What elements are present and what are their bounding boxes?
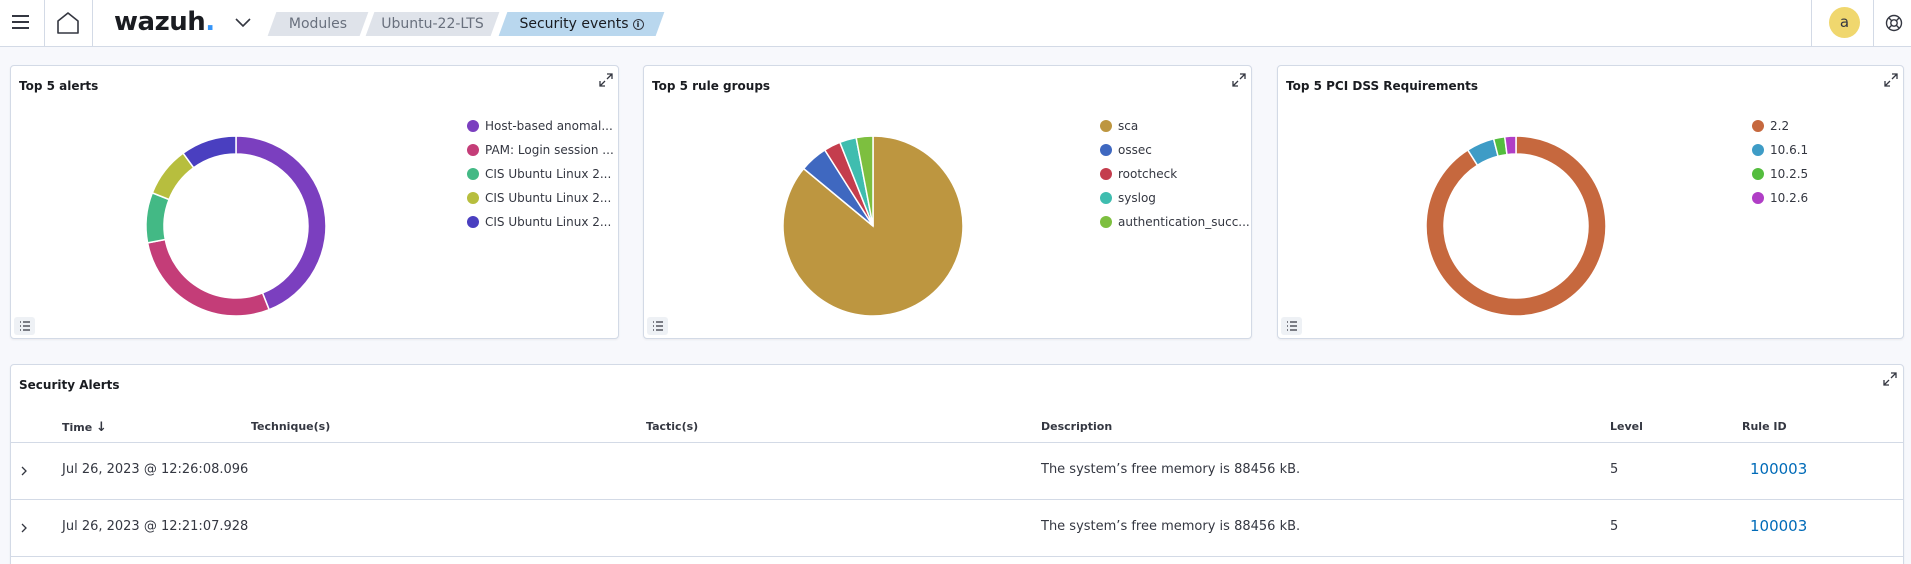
chart-slice[interactable]: [1503, 135, 1517, 156]
legend-item[interactable]: 10.6.1: [1752, 138, 1808, 162]
table-row[interactable]: Jul 26, 2023 @ 12:26:08.096 The system’s…: [10, 442, 1903, 499]
top-rule-groups-panel: Top 5 rule groups sca ossec rootcheck sy…: [643, 65, 1252, 339]
legend-swatch: [1100, 192, 1112, 204]
expand-icon[interactable]: [598, 72, 614, 88]
legend-swatch: [1752, 168, 1764, 180]
chart-slice[interactable]: [1425, 135, 1607, 317]
legend-item[interactable]: sca: [1100, 114, 1250, 138]
top-pci-dss-panel: Top 5 PCI DSS Requirements 2.2 10.6.1 10…: [1277, 65, 1904, 339]
chevron-right-icon[interactable]: [19, 465, 29, 477]
legend-item[interactable]: ossec: [1100, 138, 1250, 162]
column-header-description[interactable]: Description: [1041, 420, 1113, 433]
cell-level: 5: [1610, 462, 1619, 477]
info-icon[interactable]: i: [632, 19, 644, 30]
cell-time: Jul 26, 2023 @ 12:21:07.928: [62, 519, 249, 534]
chart-slice[interactable]: [146, 238, 271, 317]
legend-swatch: [467, 168, 479, 180]
column-header-level[interactable]: Level: [1610, 420, 1643, 433]
panel-title: Top 5 PCI DSS Requirements: [1286, 79, 1479, 93]
help-icon[interactable]: [1885, 14, 1903, 32]
legend-item[interactable]: syslog: [1100, 186, 1250, 210]
header-divider: [1873, 0, 1874, 47]
legend-swatch: [1752, 120, 1764, 132]
chart-slice[interactable]: [182, 135, 237, 169]
legend-item[interactable]: 10.2.5: [1752, 162, 1808, 186]
chart-legend: Host-based anomal... PAM: Login session …: [467, 114, 614, 234]
list-icon[interactable]: [14, 317, 35, 335]
panel-title: Top 5 alerts: [19, 79, 99, 93]
column-header-techniques[interactable]: Technique(s): [251, 420, 331, 433]
legend-item[interactable]: CIS Ubuntu Linux 2...: [467, 210, 614, 234]
chevron-down-icon[interactable]: [234, 13, 252, 31]
cell-rule-id-link[interactable]: 100003: [1750, 460, 1808, 478]
legend-swatch: [1100, 144, 1112, 156]
top-alerts-panel: Top 5 alerts Host-based anomal... PAM: L…: [10, 65, 619, 339]
panel-title: Security Alerts: [19, 378, 120, 392]
chevron-right-icon[interactable]: [19, 522, 29, 534]
top-pci-dss-donut: [1425, 135, 1607, 317]
legend-swatch: [467, 144, 479, 156]
security-alerts-panel: Security Alerts: [10, 364, 1904, 564]
wazuh-logo[interactable]: wazuh.: [114, 7, 215, 37]
cell-description: The system’s free memory is 88456 kB.: [1041, 519, 1301, 534]
chart-slice[interactable]: [855, 135, 874, 227]
list-icon[interactable]: [1281, 317, 1302, 335]
cell-description: The system’s free memory is 88456 kB.: [1041, 462, 1301, 477]
list-icon[interactable]: [647, 317, 668, 335]
home-icon[interactable]: [56, 11, 80, 35]
legend-swatch: [467, 192, 479, 204]
chart-slice[interactable]: [235, 135, 327, 311]
panel-title: Top 5 rule groups: [652, 79, 771, 93]
legend-item[interactable]: 2.2: [1752, 114, 1808, 138]
top-rule-groups-pie: [782, 135, 964, 317]
expand-icon[interactable]: [1882, 371, 1898, 387]
top-alerts-donut: [145, 135, 327, 317]
legend-item[interactable]: rootcheck: [1100, 162, 1250, 186]
legend-swatch: [1752, 144, 1764, 156]
column-header-time[interactable]: Time ↓: [62, 420, 107, 435]
column-header-tactics[interactable]: Tactic(s): [646, 420, 699, 433]
expand-icon[interactable]: [1231, 72, 1247, 88]
sort-desc-icon: ↓: [96, 420, 107, 435]
cell-time: Jul 26, 2023 @ 12:26:08.096: [62, 462, 249, 477]
chart-legend: 2.2 10.6.1 10.2.5 10.2.6: [1752, 114, 1808, 210]
header-divider: [1811, 0, 1812, 47]
legend-swatch: [1100, 120, 1112, 132]
legend-swatch: [1752, 192, 1764, 204]
avatar[interactable]: a: [1829, 7, 1860, 38]
legend-item[interactable]: PAM: Login session ...: [467, 138, 614, 162]
chart-legend: sca ossec rootcheck syslog authenticatio…: [1100, 114, 1250, 234]
legend-item[interactable]: CIS Ubuntu Linux 2...: [467, 162, 614, 186]
legend-swatch: [1100, 168, 1112, 180]
expand-icon[interactable]: [1883, 72, 1899, 88]
legend-swatch: [467, 120, 479, 132]
breadcrumb-modules[interactable]: Modules: [267, 12, 369, 36]
cell-rule-id-link[interactable]: 100003: [1750, 517, 1808, 535]
top-header: wazuh. Modules Ubuntu-22-LTS Security ev…: [0, 0, 1911, 47]
header-divider: [92, 0, 93, 47]
breadcrumb-agent[interactable]: Ubuntu-22-LTS: [365, 12, 500, 36]
legend-swatch: [1100, 216, 1112, 228]
legend-item[interactable]: 10.2.6: [1752, 186, 1808, 210]
legend-item[interactable]: Host-based anomal...: [467, 114, 614, 138]
table-row: [10, 556, 1903, 564]
cell-level: 5: [1610, 519, 1619, 534]
breadcrumb-security-events: Security events i: [498, 12, 665, 36]
legend-swatch: [467, 216, 479, 228]
menu-icon[interactable]: [12, 15, 29, 29]
header-divider: [44, 0, 45, 47]
column-header-rule-id[interactable]: Rule ID: [1742, 420, 1787, 433]
table-row[interactable]: Jul 26, 2023 @ 12:21:07.928 The system’s…: [10, 499, 1903, 556]
chart-slice[interactable]: [145, 191, 171, 244]
legend-item[interactable]: authentication_succ...: [1100, 210, 1250, 234]
legend-item[interactable]: CIS Ubuntu Linux 2...: [467, 186, 614, 210]
